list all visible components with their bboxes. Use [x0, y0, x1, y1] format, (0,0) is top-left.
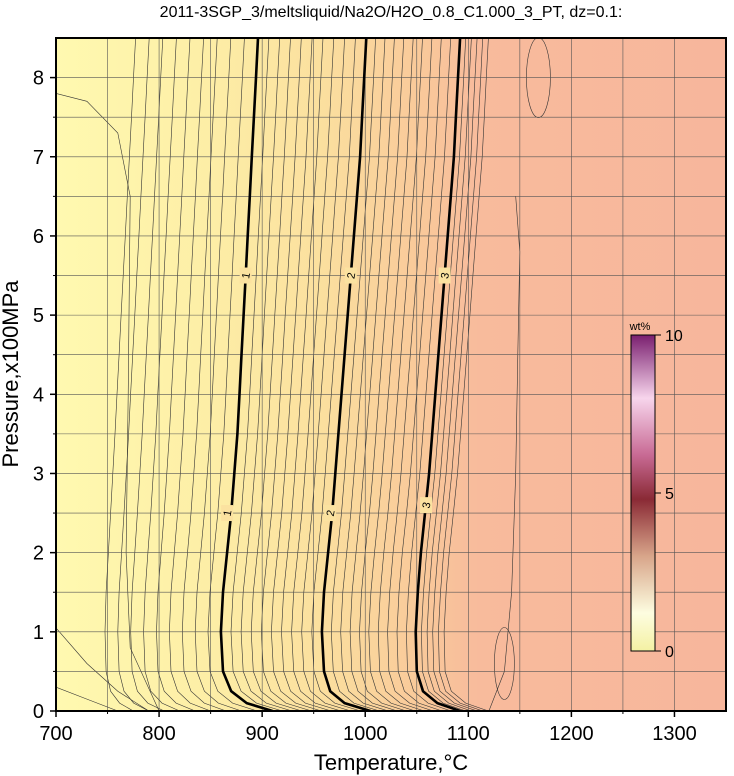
- minor-contour-line: [432, 38, 478, 711]
- contour-label-bg: [420, 497, 433, 514]
- minor-contour-line: [330, 38, 380, 711]
- minor-contour-line: [281, 38, 332, 711]
- colorbar-tick-label: 5: [665, 486, 674, 503]
- minor-contour-line: [207, 38, 258, 711]
- contour-label: 3: [421, 501, 434, 509]
- y-tick-label: 7: [33, 147, 44, 169]
- contour-label: 1: [222, 509, 235, 517]
- minor-contour-line: [426, 38, 472, 711]
- y-tick-label: 2: [33, 543, 44, 565]
- minor-contour-line: [130, 38, 165, 711]
- y-tick-label: 1: [33, 622, 44, 644]
- gridlines: [56, 38, 726, 711]
- colorbar-fill: [630, 334, 656, 652]
- plot-frame: [55, 37, 727, 712]
- minor-contour-line: [117, 38, 150, 711]
- contour-label-bg: [221, 505, 234, 522]
- x-axis-ticks: 700 800 900 1000 1100 1200 1300: [39, 711, 697, 745]
- minor-contour-line: [194, 38, 242, 711]
- minor-contour-line: [387, 38, 434, 711]
- colorbar-unit: wt%: [629, 321, 651, 333]
- colorbar: wt% 0 5 10: [629, 321, 683, 661]
- minor-contour-line: [143, 38, 180, 711]
- y-tick-label: 4: [33, 384, 44, 406]
- x-tick-label: 1000: [343, 723, 388, 745]
- contour-label-bg: [239, 267, 252, 284]
- x-tick-label: 1100: [447, 723, 490, 745]
- minor-contour-line: [443, 38, 489, 711]
- y-tick-label: 6: [33, 226, 44, 248]
- contour-label-bg: [438, 267, 451, 284]
- minor-contour-line: [438, 38, 483, 711]
- minor-contour-line: [368, 38, 416, 711]
- x-tick-label: 700: [39, 723, 72, 745]
- y-tick-label: 8: [33, 68, 44, 90]
- y-tick-label: 5: [33, 305, 44, 327]
- minor-contour-line: [250, 38, 302, 711]
- minor-contour-line: [104, 38, 136, 711]
- y-axis-title: Pressure,x100MPa: [0, 280, 23, 468]
- minor-contour-line: [377, 38, 425, 711]
- x-tick-label: 900: [245, 723, 278, 745]
- y-tick-label: 3: [33, 463, 44, 485]
- minor-contour-line: [396, 38, 443, 711]
- minor-contour-line: [340, 38, 389, 711]
- contour-label: 1: [240, 272, 253, 280]
- x-tick-label: 800: [142, 723, 175, 745]
- y-tick-label: 0: [33, 701, 44, 723]
- minor-contour-line: [301, 38, 351, 711]
- minor-contour-line: [156, 38, 196, 711]
- contour-label: 2: [345, 272, 358, 280]
- minor-contour-line: [421, 38, 466, 711]
- minor-contour-line: [169, 38, 211, 711]
- contour-label-bg: [324, 505, 337, 522]
- x-axis-title: Temperature,°C: [314, 750, 468, 775]
- contour-labels: 1 1 2 2 3 3: [221, 267, 452, 522]
- minor-contour-line: [56, 627, 149, 711]
- major-contours: [219, 38, 462, 711]
- minor-contour-line: [271, 38, 322, 711]
- minor-contour-line: [359, 38, 407, 711]
- contour-label-bg: [344, 267, 357, 284]
- x-tick-label: 1200: [549, 723, 594, 745]
- colorbar-tick-label: 0: [665, 644, 674, 661]
- minor-contour-loop: [494, 627, 515, 700]
- minor-contour-line: [406, 38, 452, 711]
- y-axis-ticks: 0 1 2 3 4 5 6 7 8: [33, 68, 56, 723]
- colorbar-tick-label: 10: [665, 328, 683, 345]
- x-tick-label: 1300: [652, 723, 697, 745]
- contour-label: 3: [439, 272, 452, 280]
- minor-contour-line: [260, 38, 312, 711]
- chart-title: 2011-3SGP_3/meltsliquid/Na2O/H2O_0.8_C1.…: [160, 4, 623, 21]
- major-contour-line: [320, 38, 371, 711]
- contour-label: 2: [325, 509, 338, 517]
- colorbar-ticks: 0 5 10: [655, 328, 683, 661]
- minor-contour-line: [349, 38, 398, 711]
- minor-contour-line: [291, 38, 342, 711]
- major-contour-line: [414, 38, 462, 711]
- major-contour-line: [219, 38, 273, 711]
- minor-contour-line: [240, 38, 293, 711]
- plot-background: [56, 38, 726, 711]
